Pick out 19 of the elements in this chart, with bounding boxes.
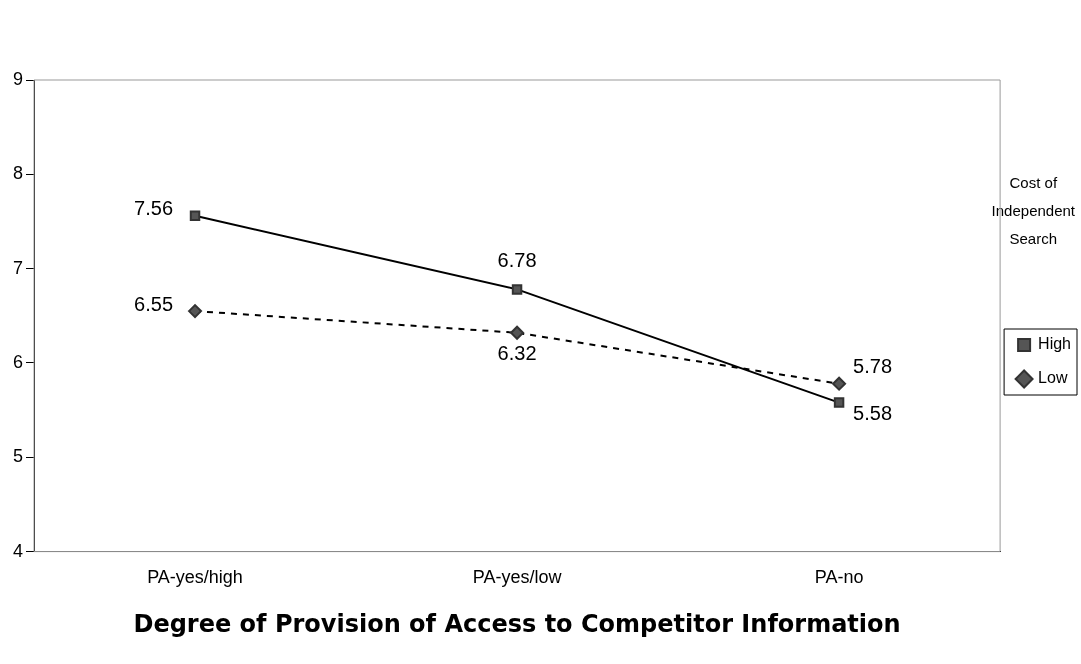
legend-label: High [1038,335,1071,353]
y-tick-label: 6 [13,351,24,372]
y-tick-label: 8 [13,163,24,184]
y-tick-label: 9 [13,68,24,89]
y-tick-label: 7 [13,257,24,278]
x-tick-label: PA-yes/high [147,567,243,588]
data-label: 5.78 [853,355,893,378]
x-tick-label: PA-yes/low [472,567,563,588]
y-tick-label: 5 [13,446,24,467]
x-axis-title: Degree of Provision of Access to Competitor Information [133,609,901,638]
data-label: 5.58 [853,402,893,425]
data-label: 7.56 [134,197,174,220]
legend-label: Low [1038,369,1068,387]
data-label: 6.78 [497,248,537,271]
data-label: 6.32 [497,342,537,365]
y-tick-label: 4 [13,540,24,561]
x-tick-label: PA-no [814,567,864,588]
data-label: 6.55 [134,292,174,315]
legend-title: Cost of Independent Search [991,174,1076,247]
